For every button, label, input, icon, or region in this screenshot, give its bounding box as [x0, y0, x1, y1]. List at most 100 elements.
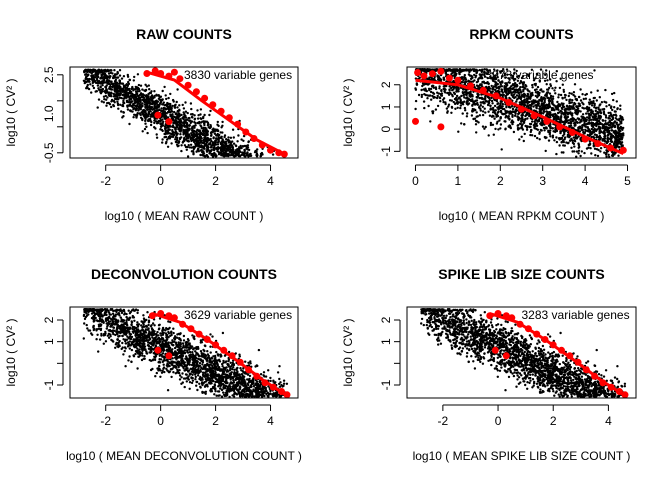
highlight-point — [245, 366, 253, 374]
y-tick-label: 1.0 — [42, 105, 56, 122]
highlight-point — [220, 346, 228, 354]
highlight-point — [505, 99, 513, 106]
gene-point-cloud — [420, 308, 627, 399]
highlight-point — [454, 76, 462, 84]
x-axis-label: log10 ( MEAN RAW COUNT ) — [105, 209, 264, 223]
highlight-point — [621, 391, 629, 399]
highlight-point — [179, 320, 187, 328]
y-tick-label: 2.5 — [42, 66, 56, 83]
highlight-point — [486, 312, 494, 320]
highlight-point — [412, 117, 419, 125]
x-axis-label: log10 ( MEAN SPIKE LIB SIZE COUNT ) — [413, 449, 631, 463]
highlight-point — [184, 81, 192, 89]
highlight-point — [154, 346, 162, 354]
panel-3: DECONVOLUTION COUNTS 3629 variable genes -… — [4, 266, 302, 463]
highlight-point — [253, 372, 261, 380]
x-tick-label: 3 — [539, 174, 546, 188]
highlight-point — [599, 379, 607, 387]
highlight-point — [574, 358, 582, 366]
x-tick-label: 2 — [212, 174, 219, 188]
highlight-point — [582, 366, 590, 374]
y-tick-label: 2 — [42, 316, 56, 323]
panel-title: RAW COUNTS — [136, 26, 232, 42]
panel-2: RPKM COUNTS 3973 variable genes 0 1 2 3 4 5 -1 0 1… — [341, 26, 637, 223]
highlight-point — [151, 67, 159, 75]
highlight-point — [170, 314, 178, 322]
highlight-point — [236, 358, 244, 366]
highlight-point — [157, 70, 165, 77]
variable-genes-annotation: 3830 variable genes — [184, 68, 292, 82]
highlight-point — [615, 388, 623, 395]
highlight-point — [280, 150, 288, 158]
panel-1: RAW COUNTS 3830 variable genes -2 0 2 4 -0.5 1.… — [4, 26, 299, 223]
plot-frame — [69, 306, 299, 399]
highlight-point — [543, 117, 551, 125]
highlight-point — [278, 388, 285, 395]
x-axis-label: log10 ( MEAN DECONVOLUTION COUNT ) — [66, 449, 302, 463]
highlight-point — [533, 330, 541, 338]
x-axis-label: log10 ( MEAN RPKM COUNT ) — [439, 209, 605, 223]
x-tick-label: -2 — [100, 414, 111, 428]
highlight-point — [524, 325, 532, 333]
highlight-point — [556, 123, 564, 131]
highlight-point — [518, 105, 525, 113]
highlight-point — [165, 352, 173, 360]
x-tick-label: 2 — [550, 414, 557, 428]
highlight-point — [154, 111, 162, 119]
y-tick-label: 1 — [42, 338, 56, 345]
y-axis-label: log10 ( CV² ) — [341, 318, 355, 386]
highlight-point — [530, 112, 538, 120]
highlight-point — [581, 135, 589, 143]
variable-genes-annotation: 3283 variable genes — [522, 308, 630, 322]
panel-title: RPKM COUNTS — [469, 26, 573, 42]
highlight-point — [467, 82, 475, 90]
highlight-point — [170, 68, 178, 76]
highlight-point — [607, 383, 615, 391]
highlight-point — [607, 144, 615, 152]
highlight-point — [242, 128, 250, 136]
y-tick-label: -1 — [379, 379, 393, 390]
y-axis-label: log10 ( CV² ) — [4, 78, 18, 146]
highlight-point — [566, 352, 574, 360]
highlight-point — [201, 94, 209, 102]
highlight-point — [591, 372, 599, 380]
x-tick-label: 4 — [582, 174, 589, 188]
x-tick-label: 2 — [212, 414, 219, 428]
x-tick-label: 1 — [455, 174, 462, 188]
highlight-point — [428, 70, 436, 78]
gene-point-cloud — [82, 68, 276, 158]
panel-4: SPIKE LIB SIZE COUNTS 3283 variable genes… — [341, 266, 637, 463]
highlight-point — [494, 310, 502, 317]
x-tick-label: -2 — [438, 414, 449, 428]
highlight-point — [225, 114, 233, 122]
panel-title: SPIKE LIB SIZE COUNTS — [438, 266, 604, 282]
highlight-point — [420, 72, 428, 80]
y-tick-label: -1 — [42, 379, 56, 390]
highlight-point — [143, 70, 151, 77]
highlight-point — [209, 101, 217, 109]
highlight-point — [549, 341, 557, 349]
highlight-point — [165, 72, 173, 80]
x-tick-label: 4 — [267, 174, 274, 188]
y-tick-label: 2 — [379, 316, 393, 323]
highlight-point — [502, 312, 510, 320]
plot-frame — [406, 66, 637, 159]
plot-frame — [69, 66, 299, 159]
highlight-point — [516, 320, 524, 328]
x-tick-label: 0 — [157, 174, 164, 188]
highlight-point — [414, 69, 422, 76]
highlight-point — [203, 336, 211, 343]
x-tick-label: 0 — [157, 414, 164, 428]
y-tick-label: -1 — [379, 146, 393, 157]
highlight-point — [228, 352, 236, 360]
y-tick-label: 2 — [379, 81, 393, 88]
y-tick-label: 1 — [379, 103, 393, 110]
highlight-point — [165, 118, 173, 126]
variable-genes-annotation: 3629 variable genes — [184, 308, 292, 322]
highlight-point — [165, 312, 173, 320]
highlight-point — [192, 88, 200, 96]
highlight-point — [558, 346, 565, 354]
highlight-point — [437, 123, 445, 131]
y-tick-label: 0 — [379, 125, 393, 132]
